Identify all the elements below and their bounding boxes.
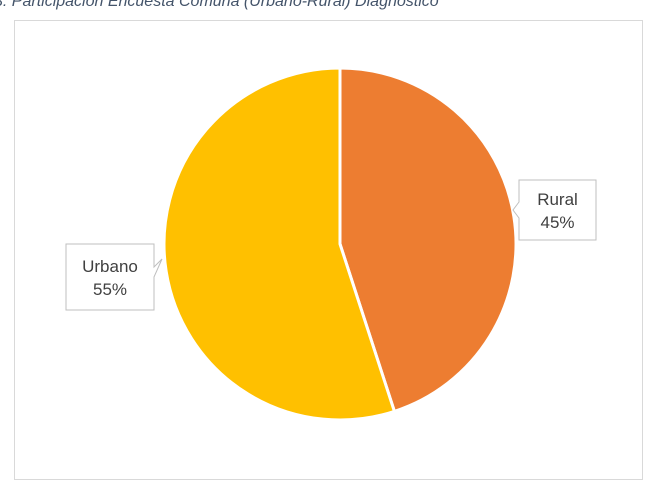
pie-slice-rural [338,66,518,413]
callout-box [512,179,597,241]
pie-slice-urbano [162,66,396,422]
slice-label: Urbano [82,257,138,276]
callout-box [65,243,163,311]
slice-label: Rural [537,190,578,209]
pie-callouts: Rural 45% Urbano 55% [65,179,597,311]
chart-caption: 3. Participación Encuesta Comuna (Urbano… [0,0,439,10]
callout-urbano: Urbano 55% [65,243,163,311]
slice-value-label: 45% [540,213,574,232]
pie-slices [162,66,518,422]
callout-rural: Rural 45% [512,179,597,241]
slice-value-label: 55% [93,280,127,299]
